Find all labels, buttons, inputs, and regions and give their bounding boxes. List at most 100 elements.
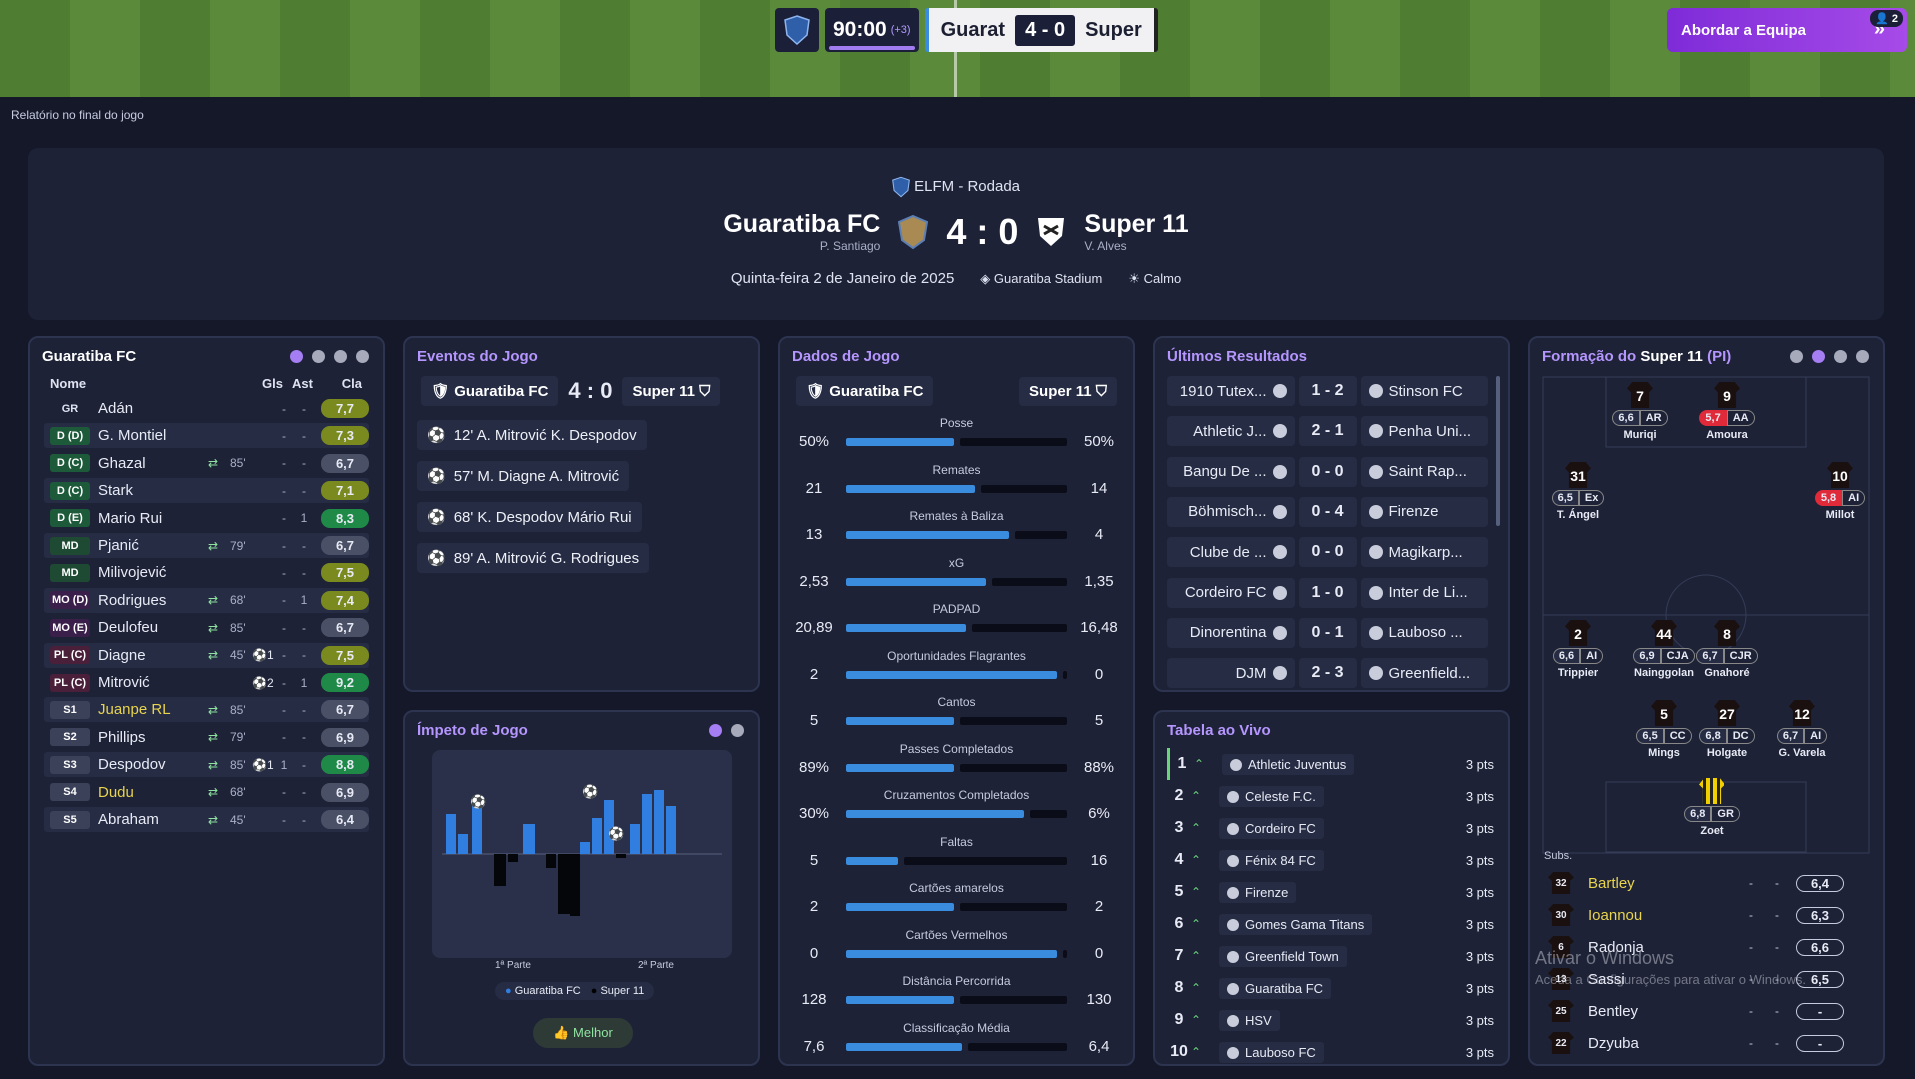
formation-player[interactable]: 31 6,5 Ex T. Ángel bbox=[1538, 462, 1618, 521]
table-row[interactable]: 9 ⌃ HSV 3 pts bbox=[1167, 1004, 1494, 1036]
result-row[interactable]: Dinorentina 0 - 1 Lauboso ... bbox=[1167, 616, 1488, 650]
table-row[interactable]: 6 ⌃ Gomes Gama Titans 3 pts bbox=[1167, 908, 1494, 940]
rating-row[interactable]: PL (C) Mitrović ⚽2-1 9,2 bbox=[44, 670, 369, 695]
events-away[interactable]: Super 11 ⛉ bbox=[622, 376, 721, 406]
table-row[interactable]: 3 ⌃ Cordeiro FC 3 pts bbox=[1167, 812, 1494, 844]
col-gls[interactable]: Gls bbox=[262, 376, 283, 391]
table-row[interactable]: 1 ⌃ Athletic Juventus 3 pts bbox=[1167, 748, 1494, 780]
page-dot[interactable] bbox=[1856, 350, 1869, 363]
rating-row[interactable]: MO (E) Deulofeu ⇄ 85' - -6,7 bbox=[44, 615, 369, 640]
player-name[interactable]: Dudu bbox=[98, 783, 134, 801]
goal-event[interactable]: ⚽ 68' K. Despodov Mário Rui bbox=[417, 502, 642, 532]
col-ast[interactable]: Ast bbox=[292, 376, 313, 391]
result-row[interactable]: Cordeiro FC 1 - 0 Inter de Li... bbox=[1167, 576, 1488, 610]
player-name[interactable]: Stark bbox=[98, 482, 134, 500]
sub-row[interactable]: 30 Ioannou - - 6,3 bbox=[1548, 900, 1869, 930]
home-team[interactable]: Guaratiba FC P. Santiago bbox=[723, 210, 880, 253]
formation-player[interactable]: 5 6,5 CC Mings bbox=[1624, 700, 1704, 759]
player-name[interactable]: Phillips bbox=[98, 728, 146, 746]
away-team[interactable]: Super 11 V. Alves bbox=[1084, 210, 1188, 253]
result-row[interactable]: Clube de ... 0 - 0 Magikarp... bbox=[1167, 535, 1488, 569]
player-name[interactable]: Pjanić bbox=[98, 537, 139, 554]
result-row[interactable]: Bangu De ... 0 - 0 Saint Rap... bbox=[1167, 455, 1488, 489]
formation-player[interactable]: 27 6,8 DC Holgate bbox=[1687, 700, 1767, 759]
best-button[interactable]: 👍 Melhor bbox=[533, 1018, 633, 1048]
events-home[interactable]: 🛡 Guaratiba FC bbox=[421, 376, 559, 406]
rating-row[interactable]: S3 Despodov ⇄ 85' ⚽1 1-8,8 bbox=[44, 752, 369, 778]
stats-home[interactable]: 🛡 Guaratiba FC bbox=[796, 376, 934, 406]
table-row[interactable]: 7 ⌃ Greenfield Town 3 pts bbox=[1167, 940, 1494, 972]
club-crest-icon bbox=[1227, 1015, 1239, 1028]
formation-player[interactable]: 10 5,8 AI Millot bbox=[1800, 462, 1880, 521]
player-name[interactable]: Ghazal bbox=[98, 454, 146, 472]
rating-row[interactable]: D (E) Mario Rui -1 8,3 bbox=[44, 506, 369, 531]
result-row[interactable]: Böhmisch... 0 - 4 Firenze bbox=[1167, 495, 1488, 529]
page-dot[interactable] bbox=[356, 350, 369, 363]
rating-row[interactable]: D (D) G. Montiel - -7,3 bbox=[44, 423, 369, 449]
table-row[interactable]: 8 ⌃ Guaratiba FC 3 pts bbox=[1167, 972, 1494, 1004]
page-dot[interactable] bbox=[290, 350, 303, 363]
formation-player[interactable]: 2 6,6 AI Trippier bbox=[1538, 620, 1618, 679]
page-dot[interactable] bbox=[731, 724, 744, 737]
sub-row[interactable]: 22 Dzyuba - - - bbox=[1548, 1028, 1869, 1058]
sub-row[interactable]: 6 Radonja - - 6,6 bbox=[1548, 932, 1869, 962]
rating-row[interactable]: MD Milivojević - -7,5 bbox=[44, 560, 369, 585]
page-dot[interactable] bbox=[1834, 350, 1847, 363]
formation-player[interactable]: 8 6,7 CJR Gnahoré bbox=[1687, 620, 1767, 679]
stats-away[interactable]: Super 11 ⛉ bbox=[1019, 376, 1117, 406]
formation-player[interactable]: 9 5,7 AA Amoura bbox=[1687, 382, 1767, 441]
player-name[interactable]: Mitrović bbox=[98, 674, 150, 691]
page-dot[interactable] bbox=[334, 350, 347, 363]
rating-row[interactable]: S4 Dudu ⇄ 68' - -6,9 bbox=[44, 780, 369, 805]
formation-player[interactable]: 44 6,9 CJA Nainggolan bbox=[1624, 620, 1704, 679]
sub-goals: - bbox=[1749, 1004, 1753, 1018]
player-name[interactable]: Despodov bbox=[98, 756, 166, 774]
rating-row[interactable]: D (C) Ghazal ⇄ 85' - -6,7 bbox=[44, 451, 369, 476]
sub-row[interactable]: 32 Bartley - - 6,4 bbox=[1548, 868, 1869, 898]
col-cla[interactable]: Cla bbox=[341, 376, 362, 391]
player-name[interactable]: G. Montiel bbox=[98, 427, 167, 445]
player-name[interactable]: Deulofeu bbox=[98, 619, 159, 637]
table-row[interactable]: 10 ⌃ Lauboso FC 3 pts bbox=[1167, 1036, 1494, 1064]
rating-row[interactable]: GR Adán - -7,7 bbox=[44, 396, 369, 421]
formation-player[interactable]: 12 6,7 AI G. Varela bbox=[1762, 700, 1842, 759]
rating-row[interactable]: MD Pjanić ⇄ 79' - -6,7 bbox=[44, 533, 369, 558]
rating-row[interactable]: MO (D) Rodrigues ⇄ 68' -1 7,4 bbox=[44, 587, 369, 613]
results-scrollbar[interactable] bbox=[1496, 376, 1500, 526]
result-row[interactable]: DJM 2 - 3 Greenfield... bbox=[1167, 656, 1488, 690]
formation-player[interactable]: 7 6,6 AR Muriqi bbox=[1600, 382, 1680, 441]
player-name[interactable]: Mario Rui bbox=[98, 509, 163, 527]
approach-team-button[interactable]: Abordar a Equipa » 👤 2 bbox=[1667, 8, 1907, 52]
table-row[interactable]: 5 ⌃ Firenze 3 pts bbox=[1167, 876, 1494, 908]
goal-icon: ⚽1 bbox=[252, 648, 274, 663]
away-short: Super bbox=[1085, 18, 1142, 41]
goal-event[interactable]: ⚽ 89' A. Mitrović G. Rodrigues bbox=[417, 543, 650, 573]
page-dot[interactable] bbox=[1790, 350, 1803, 363]
goal-event[interactable]: ⚽ 12' A. Mitrović K. Despodov bbox=[417, 420, 647, 450]
result-row[interactable]: Athletic J... 2 - 1 Penha Uni... bbox=[1167, 414, 1488, 448]
sub-row[interactable]: 25 Bentley - - - bbox=[1548, 996, 1869, 1026]
player-name[interactable]: Rodrigues bbox=[98, 591, 167, 609]
rating-row[interactable]: S2 Phillips ⇄ 79' - -6,9 bbox=[44, 725, 369, 750]
player-name[interactable]: Milivojević bbox=[98, 564, 167, 582]
rating-row[interactable]: PL (C) Diagne ⇄ 45' ⚽1- -7,5 bbox=[44, 642, 369, 668]
table-team-name: Lauboso FC bbox=[1245, 1044, 1316, 1060]
club-crest-icon bbox=[1368, 666, 1383, 681]
rating-row[interactable]: S5 Abraham ⇄ 45' - -6,4 bbox=[44, 807, 369, 832]
rating-row[interactable]: S1 Juanpe RL ⇄ 85' - -6,7 bbox=[44, 697, 369, 723]
player-name[interactable]: Diagne bbox=[98, 646, 146, 664]
player-name[interactable]: Abraham bbox=[98, 811, 159, 828]
col-name[interactable]: Nome bbox=[50, 376, 87, 391]
goal-event[interactable]: ⚽ 57' M. Diagne A. Mitrović bbox=[417, 461, 630, 491]
table-row[interactable]: 2 ⌃ Celeste F.C. 3 pts bbox=[1167, 780, 1494, 812]
formation-player[interactable]: 6,8 GR Zoet bbox=[1672, 778, 1752, 837]
result-row[interactable]: 1910 Tutex... 1 - 2 Stinson FC bbox=[1167, 374, 1488, 408]
page-dot[interactable] bbox=[709, 724, 722, 737]
player-name[interactable]: Adán bbox=[98, 400, 134, 417]
rating-row[interactable]: D (C) Stark - -7,1 bbox=[44, 478, 369, 504]
sub-row[interactable]: 13 Sassi - - 6,5 bbox=[1548, 964, 1869, 994]
player-name[interactable]: Juanpe RL bbox=[98, 701, 171, 719]
page-dot[interactable] bbox=[312, 350, 325, 363]
page-dot[interactable] bbox=[1812, 350, 1825, 363]
table-row[interactable]: 4 ⌃ Fénix 84 FC 3 pts bbox=[1167, 844, 1494, 876]
